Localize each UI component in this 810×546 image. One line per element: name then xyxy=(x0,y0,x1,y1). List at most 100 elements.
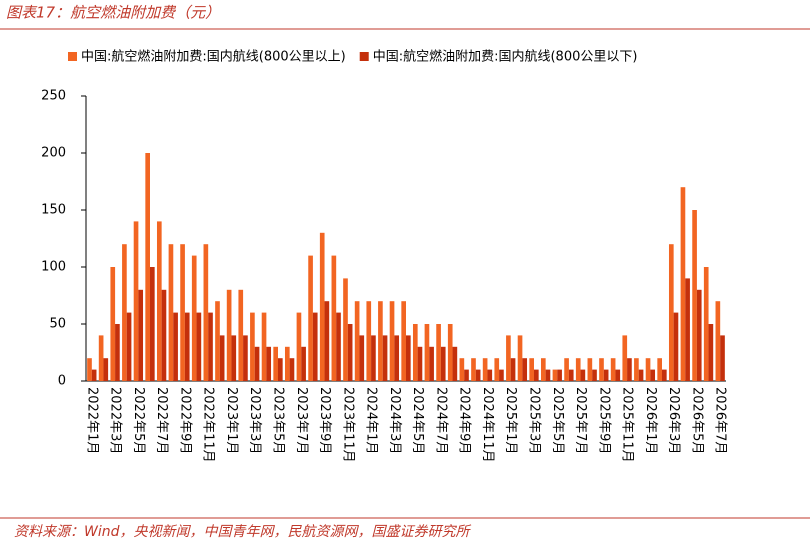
bar xyxy=(324,301,330,381)
x-tick-label: 2023年11月 xyxy=(340,387,355,463)
x-tick-label: 2025年7月 xyxy=(573,387,588,454)
bar xyxy=(243,335,248,381)
legend-label: 中国:航空燃油附加费:国内航线(800公里以上) xyxy=(81,49,346,65)
bar xyxy=(226,289,232,381)
y-tick-label: 50 xyxy=(49,317,66,332)
bar xyxy=(499,369,504,381)
bar xyxy=(622,335,628,381)
bar xyxy=(494,358,500,381)
x-tick-label: 2025年9月 xyxy=(596,387,611,454)
bar xyxy=(122,244,127,381)
x-tick-label: 2023年7月 xyxy=(294,387,309,454)
bar xyxy=(634,358,639,381)
bar xyxy=(564,358,569,381)
bar xyxy=(650,369,656,381)
bar xyxy=(173,312,178,381)
bar xyxy=(296,312,302,381)
bar xyxy=(471,358,476,381)
bar xyxy=(266,346,272,381)
bar xyxy=(692,210,697,381)
bar xyxy=(534,369,539,381)
bar xyxy=(715,301,721,381)
bar xyxy=(615,369,621,381)
x-tick-label: 2025年3月 xyxy=(527,387,542,454)
y-tick-label: 100 xyxy=(41,260,66,275)
bar xyxy=(219,335,225,381)
bar xyxy=(401,301,406,381)
bar xyxy=(87,358,92,381)
bar xyxy=(552,369,558,381)
bar xyxy=(406,335,411,381)
bar xyxy=(506,335,511,381)
bar xyxy=(452,346,458,381)
bar xyxy=(657,358,662,381)
x-tick-label: 2024年11月 xyxy=(480,387,495,463)
bar xyxy=(133,221,139,381)
bar xyxy=(378,301,383,381)
bar xyxy=(429,346,434,381)
x-tick-label: 2022年7月 xyxy=(154,387,169,454)
bar xyxy=(301,346,306,381)
bar xyxy=(436,324,441,381)
bar xyxy=(273,346,278,381)
bar xyxy=(145,153,150,381)
bar xyxy=(517,335,523,381)
bar xyxy=(557,369,562,381)
bar xyxy=(680,187,686,381)
bar xyxy=(575,358,581,381)
bar xyxy=(359,335,365,381)
x-tick-label: 2025年1月 xyxy=(503,387,518,454)
bar xyxy=(662,369,667,381)
bar xyxy=(103,358,109,381)
bar xyxy=(440,346,446,381)
bar xyxy=(673,312,679,381)
bar xyxy=(254,346,260,381)
bar xyxy=(696,289,702,381)
bar xyxy=(568,369,574,381)
bar xyxy=(250,312,255,381)
bar xyxy=(510,358,516,381)
bar xyxy=(475,369,481,381)
bar xyxy=(447,324,453,381)
bar xyxy=(308,255,313,381)
bar xyxy=(371,335,376,381)
bar xyxy=(347,324,353,381)
bar xyxy=(720,335,725,381)
x-tick-label: 2026年1月 xyxy=(643,387,658,454)
bar xyxy=(184,312,190,381)
bar xyxy=(115,324,120,381)
x-tick-label: 2023年3月 xyxy=(247,387,262,454)
bar xyxy=(592,369,597,381)
x-tick-label: 2023年9月 xyxy=(317,387,332,454)
bar xyxy=(529,358,534,381)
x-tick-label: 2026年5月 xyxy=(689,387,704,454)
legend-swatch xyxy=(68,52,77,61)
bar xyxy=(685,278,690,381)
x-tick-label: 2025年11月 xyxy=(620,387,635,463)
x-tick-label: 2024年3月 xyxy=(387,387,402,454)
bar xyxy=(343,278,348,381)
bar xyxy=(459,358,465,381)
bar xyxy=(331,255,337,381)
bar xyxy=(336,312,341,381)
x-tick-label: 2022年3月 xyxy=(108,387,123,454)
bar xyxy=(389,301,395,381)
bar xyxy=(312,312,318,381)
y-tick-label: 150 xyxy=(41,203,66,218)
bar xyxy=(180,244,185,381)
bar xyxy=(638,369,644,381)
x-tick-label: 2024年1月 xyxy=(364,387,379,454)
y-tick-label: 0 xyxy=(58,374,66,389)
bar xyxy=(708,324,714,381)
bar xyxy=(215,301,220,381)
bar xyxy=(482,358,488,381)
x-tick-label: 2026年7月 xyxy=(713,387,728,454)
bar xyxy=(161,289,167,381)
bar xyxy=(464,369,469,381)
bar xyxy=(91,369,97,381)
x-tick-label: 2022年11月 xyxy=(201,387,216,463)
legend-label: 中国:航空燃油附加费:国内航线(800公里以下) xyxy=(373,49,638,65)
bar xyxy=(412,324,418,381)
